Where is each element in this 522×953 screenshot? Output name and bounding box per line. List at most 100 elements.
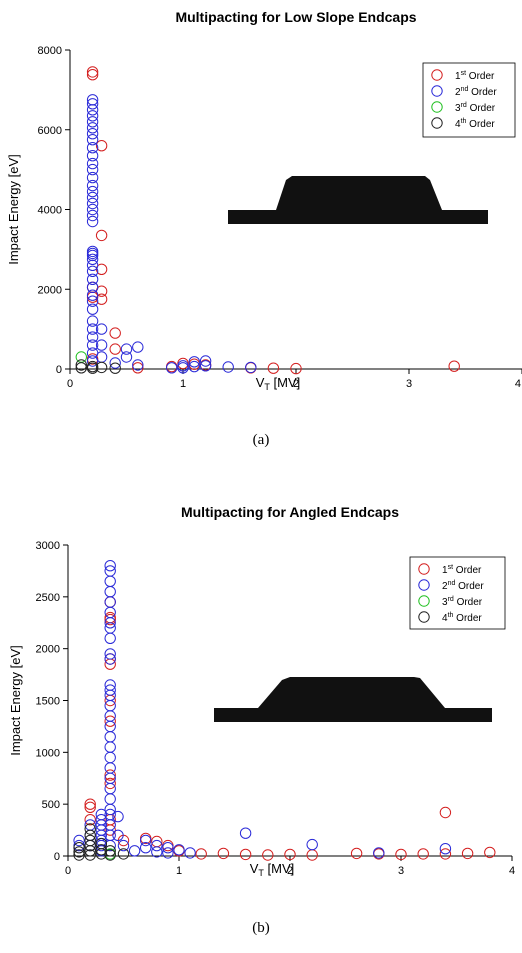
data-point-order-2: [245, 361, 257, 374]
data-point-order-2: [86, 142, 99, 154]
data-point-order-2: [117, 839, 130, 852]
y-tick-label: 0: [54, 851, 60, 863]
data-point-order-2: [140, 834, 152, 847]
legend-label: 4th Order: [442, 612, 482, 624]
data-point-order-4: [73, 846, 85, 858]
data-point-order-1: [350, 847, 363, 860]
data-point-order-1: [284, 848, 296, 861]
data-point-order-1: [177, 357, 189, 370]
data-point-order-2: [86, 331, 99, 343]
x-tick-label: 1: [176, 865, 182, 877]
data-point-order-2: [104, 803, 116, 816]
data-point-order-4: [109, 362, 121, 374]
chart-title: Multipacting for Angled Endcaps: [181, 504, 399, 520]
data-point-order-2: [86, 249, 99, 262]
data-point-order-2: [86, 315, 99, 327]
y-tick-label: 0: [56, 364, 62, 376]
data-point-order-2: [120, 343, 133, 355]
data-point-order-1: [109, 327, 121, 339]
data-point-order-2: [86, 98, 99, 110]
data-point-order-2: [104, 596, 116, 608]
data-point-order-4: [117, 848, 130, 860]
legend-marker: [431, 69, 443, 81]
data-point-order-2: [104, 731, 116, 743]
data-point-order-2: [199, 360, 212, 372]
y-axis-label: Impact Energy [eV]: [8, 645, 23, 756]
data-point-order-2: [86, 265, 99, 277]
y-tick-label: 2000: [36, 644, 60, 656]
data-point-order-2: [86, 150, 99, 162]
data-point-order-4: [84, 823, 96, 835]
data-point-order-4: [104, 845, 116, 857]
data-point-order-2: [86, 179, 99, 192]
data-point-order-2: [86, 259, 99, 271]
legend-marker: [418, 595, 430, 607]
data-point-order-1: [84, 798, 96, 810]
x-axis-label: VT [MV]: [250, 861, 295, 878]
data-point-order-1: [86, 66, 99, 78]
data-point-order-2: [162, 847, 174, 859]
data-point-order-2: [86, 215, 99, 228]
data-point-order-2: [86, 110, 99, 122]
data-point-order-1: [95, 140, 108, 152]
data-point-order-2: [86, 295, 99, 307]
data-point-order-1: [84, 814, 96, 826]
data-point-order-2: [104, 617, 116, 629]
data-point-order-1: [306, 849, 318, 861]
figure-caption: (a): [253, 432, 270, 448]
data-point-order-1: [104, 715, 116, 727]
data-point-order-2: [104, 586, 116, 598]
data-point-order-2: [239, 827, 252, 839]
data-point-order-2: [86, 303, 99, 315]
data-point-order-2: [104, 741, 116, 753]
legend-label: 1st Order: [442, 564, 482, 576]
data-point-order-2: [222, 361, 234, 373]
data-point-order-2: [151, 839, 163, 852]
legend-label: 3rd Order: [455, 102, 496, 114]
legend-label: 4th Order: [455, 118, 495, 130]
data-point-order-4: [86, 362, 99, 374]
x-tick-label: 4: [515, 378, 521, 390]
data-point-order-2: [166, 362, 178, 374]
data-point-order-2: [104, 653, 116, 665]
data-point-order-2: [188, 360, 201, 373]
data-point-order-2: [104, 575, 116, 587]
x-tick-label: 3: [406, 378, 412, 390]
x-tick-label: 1: [180, 378, 186, 390]
data-point-order-2: [132, 359, 144, 371]
data-point-order-2: [109, 357, 121, 369]
data-point-order-1: [484, 846, 496, 859]
data-point-order-4: [73, 849, 85, 861]
data-point-order-2: [373, 847, 385, 859]
data-point-order-2: [177, 362, 189, 374]
data-point-order-1: [395, 848, 407, 861]
data-point-order-1: [267, 362, 280, 374]
x-tick-label: 0: [65, 865, 71, 877]
data-point-order-2: [104, 648, 116, 660]
data-point-order-1: [417, 848, 429, 860]
figure-caption: (b): [252, 920, 270, 936]
y-tick-label: 6000: [38, 125, 62, 137]
data-point-order-1: [448, 360, 460, 372]
legend-marker: [431, 117, 443, 129]
data-point-order-1: [84, 801, 96, 813]
low-slope-endcap-profile-icon: [228, 176, 488, 224]
data-point-order-2: [86, 157, 99, 170]
chart-panel-a: Multipacting for Low Slope Endcaps 0 2000 4…: [6, 9, 522, 448]
y-tick-label: 1500: [36, 696, 60, 708]
chart-panel-b: Multipacting for Angled Endcaps 0 500 1000 1…: [8, 504, 515, 936]
legend-marker: [418, 563, 430, 575]
data-point-order-1: [173, 845, 185, 857]
x-tick-label: 2: [287, 865, 293, 877]
data-point-order-2: [86, 163, 99, 176]
data-point-order-4: [75, 359, 88, 371]
legend-marker: [431, 85, 443, 97]
x-tick-label: 3: [398, 865, 404, 877]
y-tick-label: 8000: [38, 45, 62, 57]
data-point-order-2: [104, 793, 116, 805]
legend-marker: [418, 579, 430, 591]
legend-marker: [418, 611, 430, 623]
data-point-order-1: [290, 362, 302, 375]
y-tick-label: 2500: [36, 592, 60, 604]
